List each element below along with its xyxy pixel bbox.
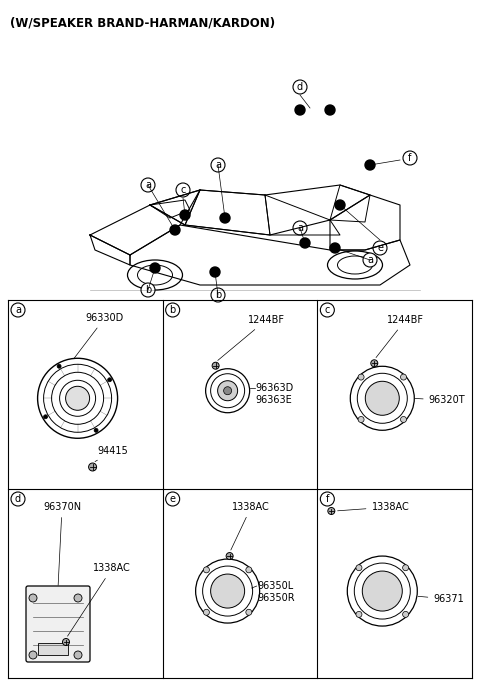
Text: d: d [297, 82, 303, 92]
FancyBboxPatch shape [26, 586, 90, 662]
Circle shape [300, 238, 310, 248]
Text: e: e [169, 494, 176, 504]
Circle shape [356, 565, 362, 571]
Circle shape [170, 225, 180, 235]
Circle shape [211, 288, 225, 302]
Circle shape [400, 374, 407, 380]
Text: b: b [169, 305, 176, 315]
Text: c: c [324, 305, 330, 315]
Circle shape [74, 651, 82, 659]
Circle shape [328, 508, 335, 515]
Circle shape [11, 303, 25, 317]
Circle shape [210, 267, 220, 277]
Text: a: a [145, 180, 151, 190]
Text: 96350R: 96350R [258, 593, 295, 603]
Circle shape [335, 200, 345, 210]
Circle shape [400, 416, 407, 422]
Text: f: f [408, 153, 412, 163]
Circle shape [246, 567, 252, 573]
Bar [38, 643, 68, 655]
Text: a: a [297, 223, 303, 233]
Circle shape [11, 492, 25, 506]
Circle shape [166, 492, 180, 506]
Circle shape [204, 610, 209, 615]
Text: 96330D: 96330D [74, 313, 124, 358]
Circle shape [211, 158, 225, 172]
Circle shape [150, 263, 160, 273]
Circle shape [403, 151, 417, 165]
Circle shape [44, 415, 48, 419]
Text: f: f [325, 494, 329, 504]
Circle shape [403, 565, 408, 571]
Circle shape [226, 552, 233, 559]
Text: a: a [367, 255, 373, 265]
Circle shape [212, 362, 219, 369]
Text: 96320T: 96320T [415, 396, 465, 405]
Circle shape [89, 463, 96, 471]
Circle shape [204, 567, 209, 573]
Circle shape [141, 178, 155, 192]
Text: 1244BF: 1244BF [218, 315, 285, 361]
Text: e: e [377, 243, 383, 253]
Circle shape [180, 210, 190, 220]
Circle shape [358, 374, 364, 380]
Circle shape [66, 386, 90, 410]
Text: d: d [15, 494, 21, 504]
Circle shape [217, 380, 238, 400]
Text: c: c [180, 185, 186, 195]
Circle shape [57, 364, 61, 368]
Text: b: b [145, 285, 151, 295]
Circle shape [320, 303, 335, 317]
Text: 1338AC: 1338AC [68, 563, 131, 636]
Circle shape [166, 303, 180, 317]
Text: 94415: 94415 [95, 446, 128, 462]
Circle shape [365, 381, 399, 416]
Circle shape [365, 160, 375, 170]
Circle shape [362, 571, 402, 611]
Circle shape [94, 429, 98, 432]
Circle shape [62, 638, 70, 645]
Circle shape [108, 378, 112, 382]
Text: 96371: 96371 [418, 594, 464, 604]
Text: 96363E: 96363E [256, 395, 292, 405]
Circle shape [320, 492, 335, 506]
Circle shape [141, 283, 155, 297]
Circle shape [224, 387, 232, 395]
Circle shape [356, 612, 362, 617]
Circle shape [211, 574, 245, 608]
Circle shape [29, 651, 37, 659]
Text: 96363D: 96363D [256, 383, 294, 393]
Circle shape [325, 105, 335, 115]
Circle shape [295, 105, 305, 115]
Text: 1338AC: 1338AC [231, 502, 270, 550]
Circle shape [246, 610, 252, 615]
Circle shape [371, 360, 378, 367]
Circle shape [373, 241, 387, 255]
Circle shape [403, 612, 408, 617]
Circle shape [176, 183, 190, 197]
Circle shape [29, 594, 37, 602]
Circle shape [293, 221, 307, 235]
Circle shape [330, 243, 340, 253]
Text: b: b [215, 290, 221, 300]
Circle shape [358, 416, 364, 422]
Text: a: a [15, 305, 21, 315]
Text: 1338AC: 1338AC [337, 502, 409, 512]
Text: 1244BF: 1244BF [376, 315, 424, 358]
Circle shape [220, 213, 230, 223]
Circle shape [293, 80, 307, 94]
Circle shape [363, 253, 377, 267]
Text: a: a [215, 160, 221, 170]
Circle shape [74, 594, 82, 602]
Text: 96350L: 96350L [258, 581, 294, 591]
Text: (W/SPEAKER BRAND-HARMAN/KARDON): (W/SPEAKER BRAND-HARMAN/KARDON) [10, 16, 275, 29]
Text: 96370N: 96370N [43, 502, 81, 585]
